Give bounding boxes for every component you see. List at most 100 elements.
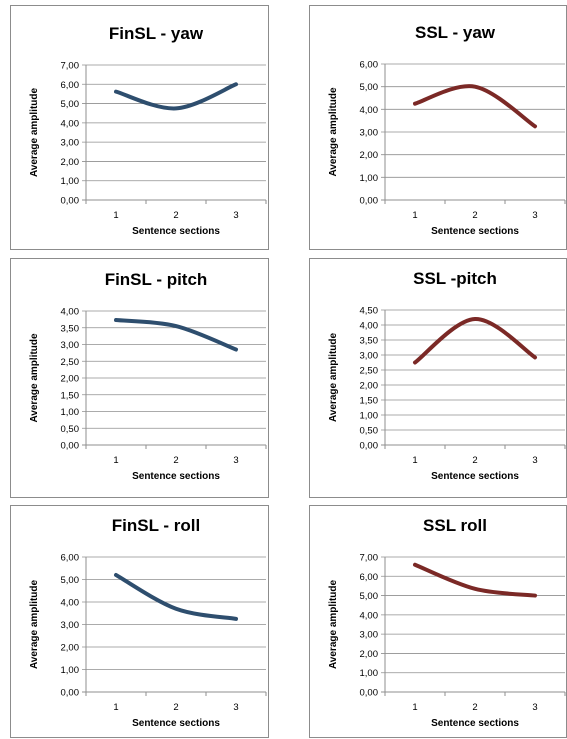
chart-svg-finsl-pitch: FinSL - pitch 0,00 0,50 1,00 1,50 2,00 2,50 3,0… xyxy=(11,259,270,499)
x-tick-label: 3 xyxy=(233,455,238,466)
y-axis-label: Average amplitude xyxy=(328,87,339,177)
x-tick-label: 3 xyxy=(233,702,238,713)
y-tick-label: 5,00 xyxy=(360,591,379,602)
chart-title: SSL - yaw xyxy=(415,23,496,42)
y-tick-label: 1,00 xyxy=(360,668,379,679)
x-tick-label: 1 xyxy=(412,455,417,466)
y-tick-label: 4,00 xyxy=(61,598,80,609)
series-line xyxy=(415,86,535,126)
y-tick-label: 0,00 xyxy=(61,441,80,452)
x-tick-label: 1 xyxy=(113,702,118,713)
y-tick-label: 4,00 xyxy=(360,105,379,116)
y-axis-label: Average amplitude xyxy=(328,333,339,423)
x-tick-label: 2 xyxy=(472,702,477,713)
y-tick-label: 0,00 xyxy=(360,196,379,207)
series-line xyxy=(415,319,535,363)
y-tick-label: 6,00 xyxy=(61,80,80,91)
y-tick-label: 4,00 xyxy=(61,118,80,129)
x-tick-label: 1 xyxy=(113,210,118,221)
y-tick-label: 6,00 xyxy=(360,60,379,71)
chart-title: SSL -pitch xyxy=(413,269,497,288)
chart-svg-ssl-yaw: SSL - yaw 0,00 1,00 2,00 3,00 4,00 5,00 6,00 1 2 3… xyxy=(310,6,567,251)
chart-svg-finsl-roll: FinSL - roll0,001,002,003,004,005,006,00… xyxy=(11,506,270,739)
x-axis-label: Sentence sections xyxy=(132,226,220,237)
y-tick-label: 3,00 xyxy=(360,128,379,139)
y-tick-label: 3,50 xyxy=(360,336,379,347)
y-tick-label: 2,00 xyxy=(61,643,80,654)
x-tick-label: 3 xyxy=(532,210,537,221)
x-tick-label: 1 xyxy=(412,210,417,221)
series-line xyxy=(116,575,236,619)
x-axis-label: Sentence sections xyxy=(431,226,519,237)
y-tick-label: 4,00 xyxy=(360,610,379,621)
chart-title: FinSL - roll xyxy=(112,516,200,535)
x-tick-label: 2 xyxy=(173,210,178,221)
y-tick-label: 3,00 xyxy=(360,351,379,362)
x-tick-label: 1 xyxy=(412,702,417,713)
y-axis-label: Average amplitude xyxy=(29,580,40,670)
y-tick-label: 2,00 xyxy=(61,374,80,385)
y-tick-label: 1,00 xyxy=(61,665,80,676)
x-tick-label: 2 xyxy=(173,702,178,713)
y-tick-label: 5,00 xyxy=(360,82,379,93)
x-tick-label: 2 xyxy=(173,455,178,466)
x-axis-label: Sentence sections xyxy=(132,471,220,482)
chart-svg-ssl-roll: SSL roll 0,00 1,00 2,00 3,00 4,00 5,00 6,00 7,00… xyxy=(310,506,567,739)
y-tick-label: 2,00 xyxy=(360,649,379,660)
y-tick-label: 5,00 xyxy=(61,99,80,110)
y-tick-label: 3,50 xyxy=(61,323,80,334)
x-axis-label: Sentence sections xyxy=(431,471,519,482)
x-axis-label: Sentence sections xyxy=(132,718,220,729)
series-line xyxy=(116,84,236,108)
chart-title: FinSL - yaw xyxy=(109,24,204,43)
y-tick-label: 0,50 xyxy=(360,426,379,437)
y-tick-label: 0,00 xyxy=(360,688,379,699)
y-tick-label: 1,00 xyxy=(360,173,379,184)
y-tick-label: 1,50 xyxy=(61,390,80,401)
y-tick-label: 1,00 xyxy=(61,176,80,187)
y-tick-label: 6,00 xyxy=(61,553,80,564)
y-tick-label: 5,00 xyxy=(61,575,80,586)
x-tick-label: 2 xyxy=(472,455,477,466)
y-tick-label: 1,50 xyxy=(360,396,379,407)
x-tick-label: 3 xyxy=(532,455,537,466)
chart-panel-finsl-yaw: FinSL - yaw 0,00 1,00 2,00 3,00 4,00 5,00 6,00 7… xyxy=(10,5,269,250)
y-tick-label: 4,50 xyxy=(360,306,379,317)
y-tick-label: 2,00 xyxy=(360,150,379,161)
y-tick-label: 7,00 xyxy=(360,553,379,564)
y-axis-label: Average amplitude xyxy=(29,88,40,178)
y-tick-label: 3,00 xyxy=(61,340,80,351)
y-tick-label: 1,00 xyxy=(360,411,379,422)
x-tick-label: 3 xyxy=(233,210,238,221)
x-tick-label: 1 xyxy=(113,455,118,466)
chart-panel-finsl-pitch: FinSL - pitch 0,00 0,50 1,00 1,50 2,00 2,50 3,0… xyxy=(10,258,269,498)
x-tick-label: 2 xyxy=(472,210,477,221)
chart-panel-ssl-roll: SSL roll 0,00 1,00 2,00 3,00 4,00 5,00 6,00 7,00… xyxy=(309,505,567,738)
y-tick-label: 4,00 xyxy=(61,307,80,318)
chart-panel-ssl-yaw: SSL - yaw 0,00 1,00 2,00 3,00 4,00 5,00 6,00 1 2 3… xyxy=(309,5,567,250)
y-axis-label: Average amplitude xyxy=(328,580,339,670)
y-tick-label: 6,00 xyxy=(360,572,379,583)
y-tick-label: 7,00 xyxy=(61,61,80,72)
x-tick-label: 3 xyxy=(532,702,537,713)
chart-title: FinSL - pitch xyxy=(105,270,208,289)
chart-svg-ssl-pitch: SSL -pitch0,000,501,001,502,002,503,003,… xyxy=(310,259,567,499)
y-tick-label: 3,00 xyxy=(61,620,80,631)
y-tick-label: 2,00 xyxy=(360,381,379,392)
x-axis-label: Sentence sections xyxy=(431,718,519,729)
series-line xyxy=(116,320,236,349)
y-tick-label: 2,50 xyxy=(61,357,80,368)
chart-svg-finsl-yaw: FinSL - yaw 0,00 1,00 2,00 3,00 4,00 5,00 6,00 7… xyxy=(11,6,270,251)
y-tick-label: 3,00 xyxy=(360,630,379,641)
y-tick-label: 2,00 xyxy=(61,157,80,168)
y-tick-label: 2,50 xyxy=(360,366,379,377)
y-axis-label: Average amplitude xyxy=(29,333,40,423)
y-tick-label: 1,00 xyxy=(61,407,80,418)
y-tick-label: 4,00 xyxy=(360,321,379,332)
y-tick-label: 3,00 xyxy=(61,138,80,149)
y-tick-label: 0,00 xyxy=(61,196,80,207)
y-tick-label: 0,50 xyxy=(61,424,80,435)
chart-title: SSL roll xyxy=(423,516,487,535)
